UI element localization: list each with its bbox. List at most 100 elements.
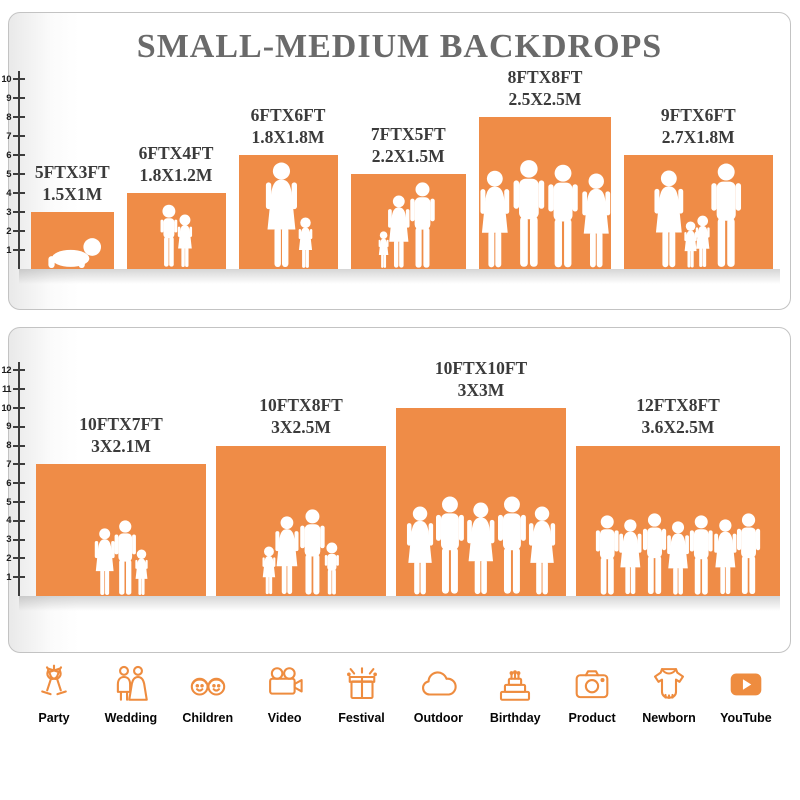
girl-silhouette — [177, 214, 193, 268]
size-metric: 1.5X1M — [42, 183, 103, 204]
ruler-axis — [18, 362, 20, 596]
ruler-tick-1: 1 — [0, 245, 25, 256]
boy-silhouette — [160, 205, 178, 268]
man-silhouette — [410, 182, 435, 268]
girl-silhouette — [683, 221, 697, 268]
size-imperial: 12FTX8FT — [636, 395, 720, 416]
ruler-tick-6: 6 — [0, 150, 25, 161]
woman-silhouette — [667, 521, 689, 595]
size-imperial: 7FTX5FT — [370, 123, 446, 144]
category-label: Outdoor — [413, 711, 464, 725]
backdrop-6ftx4ft: 6FTX4FT 1.8X1.2M — [126, 142, 226, 269]
backdrop-label: 10FTX8FT 3X2.5M — [259, 394, 343, 438]
boy-silhouette — [325, 542, 340, 595]
youtube-icon — [725, 663, 767, 705]
category-children: Children — [172, 663, 244, 725]
man-silhouette — [737, 513, 761, 595]
ruler-tick-8: 8 — [0, 112, 25, 123]
backdrop-label: 5FTX3FT 1.5X1M — [35, 161, 110, 205]
poster-title: SMALL-MEDIUM BACKDROPS — [136, 28, 663, 65]
backdrop-10ftx7ft: 10FTX7FT 3X2.1M — [36, 413, 206, 596]
ruler-tick-7: 7 — [0, 131, 25, 142]
size-metric: 2.2X1.5M — [371, 145, 445, 166]
woman-silhouette — [619, 519, 642, 595]
woman-silhouette — [581, 173, 610, 268]
size-metric: 3X3M — [457, 379, 505, 400]
size-metric: 1.8X1.2M — [139, 164, 213, 185]
party-icon — [33, 663, 75, 705]
newborn-icon — [648, 663, 690, 705]
category-festival: Festival — [326, 663, 398, 725]
size-imperial: 10FTX10FT — [434, 357, 528, 378]
ruler-tick-9: 9 — [0, 421, 25, 432]
man-silhouette — [548, 164, 579, 267]
man-silhouette — [595, 515, 619, 595]
backdrop-7ftx5ft: 7FTX5FT 2.2X1.5M — [350, 123, 466, 269]
backdrop-10ftx10ft: 10FTX10FT 3X3M — [396, 357, 566, 596]
size-panel-1: SMALL-MEDIUM BACKDROPS 1 2 3 4 5 6 7 8 9 10 5FTX3… — [1, 12, 791, 310]
category-party: Party — [18, 663, 90, 725]
category-video: Video — [249, 663, 321, 725]
backdrop-6ftx6ft: 6FTX6FT 1.8X1.8M — [238, 104, 338, 269]
size-imperial: 6FTX4FT — [138, 142, 214, 163]
size-metric: 2.7X1.8M — [661, 126, 735, 147]
ruler-tick-3: 3 — [0, 207, 25, 218]
ruler-tick-4: 4 — [0, 188, 25, 199]
size-metric: 3X2.1M — [91, 436, 151, 457]
category-label: Birthday — [489, 711, 541, 725]
category-label: Party — [38, 711, 70, 725]
backdrop-bars-2: 10FTX7FT 3X2.1M 10FTX8FT 3X2.5M 10FTX10FT 3X3… — [36, 357, 780, 596]
ruler-tick-5: 5 — [0, 169, 25, 180]
size-metric: 1.8X1.8M — [251, 126, 325, 147]
ruler-tick-12: 12 — [0, 365, 25, 376]
man-silhouette — [642, 513, 666, 595]
category-newborn: Newborn — [633, 663, 705, 725]
baby-silhouette — [48, 237, 101, 268]
backdrop-rect — [576, 445, 780, 596]
ruler-tick-2: 2 — [0, 553, 25, 564]
category-birthday: Birthday — [479, 663, 551, 725]
size-imperial: 10FTX8FT — [259, 395, 343, 416]
ruler-tick-3: 3 — [0, 534, 25, 545]
backdrop-label: 10FTX10FT 3X3M — [435, 357, 527, 401]
size-metric: 3.6X2.5M — [641, 417, 715, 438]
category-youtube: YouTube — [710, 663, 782, 725]
woman-silhouette — [387, 195, 410, 268]
woman-silhouette — [713, 519, 737, 595]
category-label: Children — [182, 711, 234, 725]
woman-silhouette — [467, 502, 495, 595]
size-metric: 2.5X2.5M — [508, 88, 582, 109]
girl-silhouette — [262, 546, 276, 595]
woman-silhouette — [528, 506, 555, 595]
ruler-axis — [18, 71, 20, 269]
man-silhouette — [114, 520, 136, 595]
man-silhouette — [436, 496, 465, 595]
backdrop-rect — [350, 174, 466, 269]
backdrop-label: 6FTX6FT 1.8X1.8M — [251, 104, 326, 148]
man-silhouette — [689, 515, 713, 595]
woman-silhouette — [265, 162, 298, 267]
girl-silhouette — [379, 231, 389, 268]
ruler-tick-1: 1 — [0, 572, 25, 583]
backdrop-label: 10FTX7FT 3X2.1M — [79, 413, 163, 457]
size-imperial: 6FTX6FT — [250, 104, 326, 125]
girl-silhouette — [135, 549, 149, 595]
backdrop-9ftx6ft: 9FTX6FT 2.7X1.8M — [624, 104, 773, 269]
backdrop-rect — [31, 212, 114, 269]
backdrop-5ftx3ft: 5FTX3FT 1.5X1M — [31, 161, 114, 269]
backdrop-8ftx8ft: 8FTX8FT 2.5X2.5M — [479, 66, 611, 269]
ruler-tick-6: 6 — [0, 478, 25, 489]
ruler-tick-5: 5 — [0, 497, 25, 508]
category-row: Party Wedding Children Video Festival Outdoor… — [0, 663, 800, 725]
man-silhouette — [497, 496, 526, 595]
ruler-tick-11: 11 — [0, 384, 25, 395]
backdrop-10ftx8ft: 10FTX8FT 3X2.5M — [216, 394, 386, 596]
size-imperial: 5FTX3FT — [34, 161, 110, 182]
backdrop-label: 12FTX8FT 3.6X2.5M — [636, 394, 720, 438]
floor-shadow-1 — [19, 269, 780, 284]
size-metric: 3X2.5M — [271, 417, 331, 438]
category-label: Wedding — [104, 711, 158, 725]
category-label: Video — [267, 711, 302, 725]
festival-icon — [341, 663, 383, 705]
